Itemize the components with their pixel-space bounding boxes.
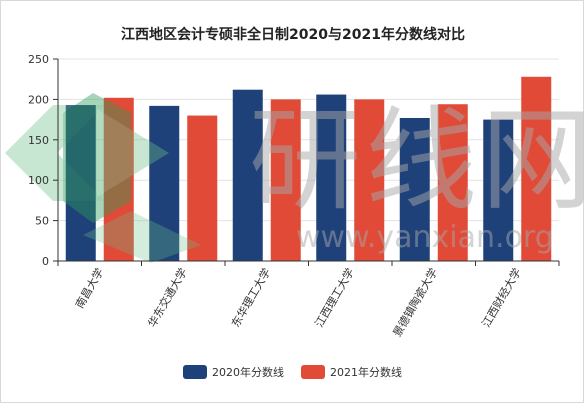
bar <box>354 99 385 262</box>
watermark-text: 研线网 <box>249 96 584 226</box>
bar <box>483 119 514 261</box>
x-tick-label: 南昌大学 <box>72 266 106 311</box>
x-tick-label: 东华理工大学 <box>228 266 273 330</box>
watermark-logo-icon <box>5 93 201 263</box>
bar <box>232 89 263 261</box>
legend-swatch <box>183 365 207 379</box>
bar <box>103 97 134 261</box>
y-tick-label: 200 <box>28 93 49 106</box>
y-tick-label: 150 <box>28 134 49 147</box>
bar <box>399 117 430 261</box>
x-tick-label: 江西财经大学 <box>479 266 524 330</box>
bar <box>316 94 347 261</box>
x-tick-label: 华东交通大学 <box>145 266 190 330</box>
bar <box>270 99 301 262</box>
bar <box>65 105 96 261</box>
grid-lines <box>58 58 559 222</box>
y-tick-label: 250 <box>28 53 49 66</box>
legend-label: 2021年分数线 <box>330 365 402 379</box>
watermark-url: www.yanxian.org <box>296 220 554 255</box>
bar <box>521 76 552 261</box>
y-tick-label: 100 <box>28 174 49 187</box>
bar <box>187 115 218 261</box>
legend: 2020年分数线 2021年分数线 <box>183 365 402 379</box>
x-tick-label: 江西理工大学 <box>312 266 357 330</box>
legend-label: 2020年分数线 <box>212 365 284 379</box>
y-tick-label: 50 <box>35 215 49 228</box>
bars <box>65 76 552 262</box>
x-tick-label: 景德镇陶瓷大学 <box>390 266 441 340</box>
watermark: 研线网 www.yanxian.org <box>5 93 584 263</box>
bar <box>437 104 468 261</box>
bar <box>149 105 180 261</box>
chart-title: 江西地区会计专硕非全日制2020与2021年分数线对比 <box>121 26 465 43</box>
y-tick-label: 0 <box>42 255 49 268</box>
legend-swatch <box>301 365 325 379</box>
